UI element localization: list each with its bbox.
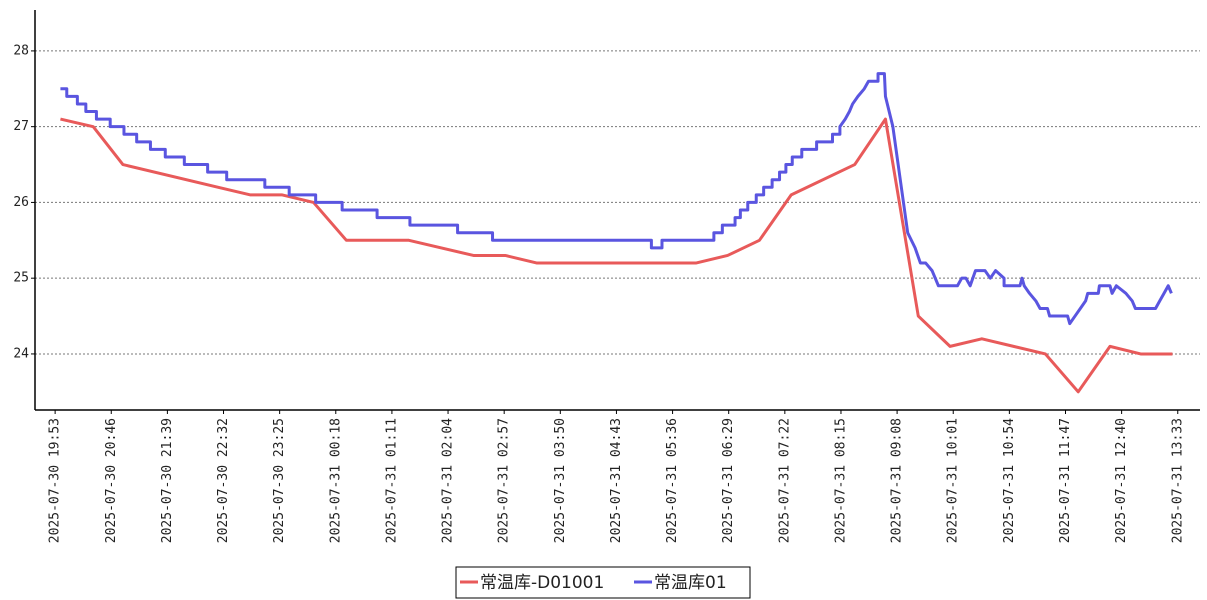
y-tick-label: 27 (13, 119, 29, 134)
y-tick-label: 28 (13, 43, 29, 58)
x-tick-label: 2025-07-31 10:54 (1002, 418, 1017, 543)
x-tick-label: 2025-07-31 12:40 (1114, 418, 1129, 543)
x-tick-label: 2025-07-31 01:11 (384, 418, 399, 543)
line (60, 117, 1173, 394)
x-tick-label: 2025-07-31 04:43 (609, 418, 624, 543)
y-tick-label: 25 (13, 271, 29, 286)
x-tick-label: 2025-07-30 19:53 (48, 418, 63, 543)
x-tick-label: 2025-07-30 21:39 (160, 418, 175, 543)
x-tick-label: 2025-07-31 08:15 (833, 418, 848, 543)
x-tick-label: 2025-07-30 22:32 (216, 418, 231, 543)
x-tick-label: 2025-07-31 03:50 (553, 418, 568, 543)
x-tick-label: 2025-07-30 23:25 (272, 418, 287, 543)
x-tick-label: 2025-07-31 07:22 (777, 418, 792, 543)
line (60, 72, 1173, 326)
x-tick-label: 2025-07-31 06:29 (721, 418, 736, 543)
legend-label: 常温库-D01001 (480, 573, 604, 593)
x-tick-label: 2025-07-31 00:18 (328, 418, 343, 543)
x-tick-label: 2025-07-30 20:46 (104, 418, 119, 543)
legend-box (455, 566, 751, 599)
x-tick-label: 2025-07-31 09:08 (890, 418, 905, 543)
x-tick-label: 2025-07-31 13:33 (1170, 418, 1185, 543)
x-tick-label: 2025-07-31 10:01 (946, 418, 961, 543)
legend-label: 常温库01 (654, 573, 727, 593)
y-tick-label: 24 (13, 346, 29, 361)
x-tick-label: 2025-07-31 11:47 (1058, 418, 1073, 543)
x-tick-label: 2025-07-31 02:57 (497, 418, 512, 543)
x-tick-label: 2025-07-31 05:36 (665, 418, 680, 543)
x-tick-label: 2025-07-31 02:04 (441, 418, 456, 543)
y-tick-label: 26 (13, 195, 29, 210)
